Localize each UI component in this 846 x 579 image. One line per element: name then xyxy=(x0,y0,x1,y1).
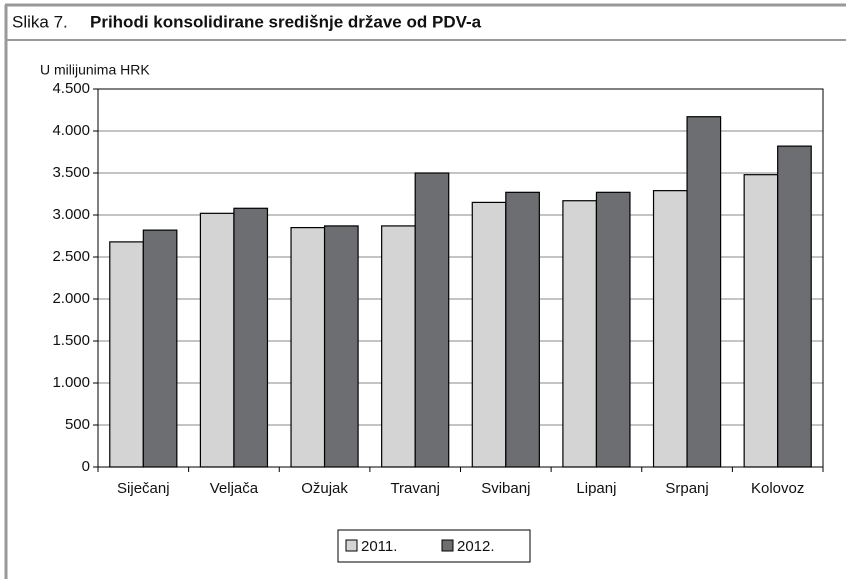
bar xyxy=(777,145,812,468)
y-tick-label: 4.500 xyxy=(52,80,90,97)
y-tick-label: 2.500 xyxy=(52,248,90,265)
x-tick-label: Srpanj xyxy=(665,480,708,497)
legend-swatch xyxy=(345,539,358,552)
bar xyxy=(743,174,779,468)
bar xyxy=(233,207,269,468)
y-tick-label: 1.500 xyxy=(52,332,90,349)
x-tick-label: Veljača xyxy=(210,480,259,497)
x-tick-label: Svibanj xyxy=(481,480,530,497)
legend-box xyxy=(337,529,531,563)
y-tick-label: 4.000 xyxy=(52,122,90,139)
bar xyxy=(109,241,144,468)
x-tick-label: Ožujak xyxy=(301,480,348,497)
x-tick-label: Kolovoz xyxy=(751,480,804,497)
y-tick-label: 3.000 xyxy=(52,206,90,223)
bar xyxy=(595,191,631,468)
x-tick-label: Siječanj xyxy=(117,480,170,497)
legend-label: 2011. xyxy=(361,538,397,555)
y-tick-label: 2.000 xyxy=(52,290,90,307)
x-tick-label: Travanj xyxy=(390,480,439,497)
bar xyxy=(381,225,416,468)
bar xyxy=(142,229,178,468)
bar xyxy=(471,201,507,468)
bar xyxy=(686,116,722,468)
bar xyxy=(505,191,540,468)
bar xyxy=(290,227,326,468)
legend-label: 2012. xyxy=(457,538,495,555)
y-tick-label: 3.500 xyxy=(52,164,90,181)
bar xyxy=(199,212,235,468)
x-tick-label: Lipanj xyxy=(576,480,616,497)
bar xyxy=(562,200,598,468)
y-tick-label: 0 xyxy=(82,458,90,475)
y-tick-label: 500 xyxy=(65,416,90,433)
figure-label: Slika 7. xyxy=(12,12,68,31)
y-tick-label: 1.000 xyxy=(52,374,90,391)
chart-title: Prihodi konsolidirane središnje države o… xyxy=(90,12,482,31)
bar xyxy=(652,190,688,468)
bar xyxy=(323,225,359,468)
bar xyxy=(414,172,450,468)
y-axis-label: U milijunima HRK xyxy=(40,62,150,78)
legend-swatch xyxy=(441,539,454,552)
